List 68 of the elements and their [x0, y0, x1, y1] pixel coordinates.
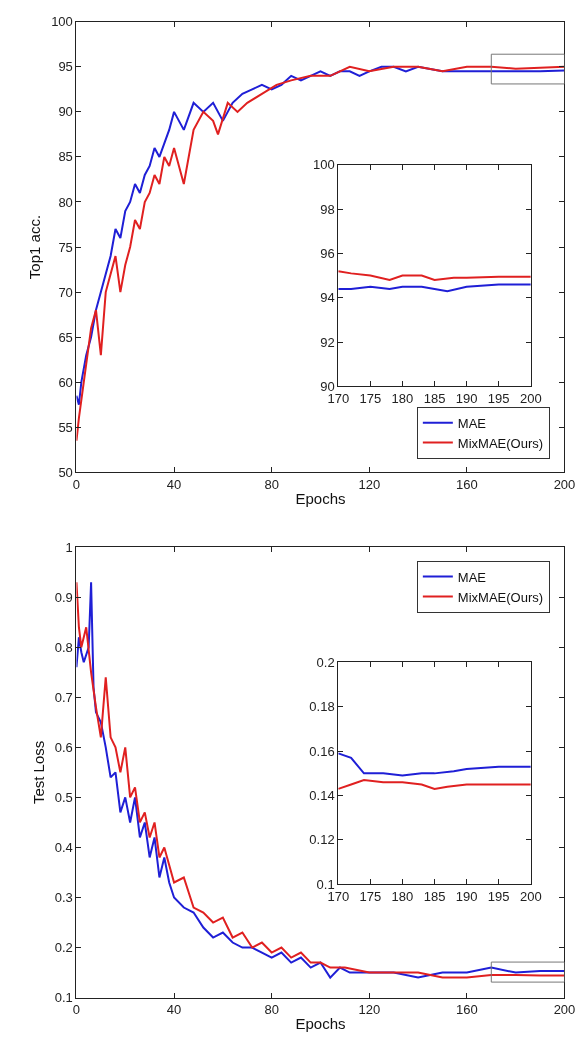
x-tick-label: 200 — [519, 888, 542, 904]
y-tick-label: 50 — [58, 464, 73, 480]
y-tick-label: 85 — [58, 149, 73, 165]
x-tick-label: 180 — [391, 888, 414, 904]
y-tick-label: 90 — [58, 104, 73, 120]
x-tick-label: 80 — [264, 476, 279, 492]
x-tick-label: 120 — [358, 476, 381, 492]
y-axis-title: Test Loss — [30, 740, 48, 805]
y-tick-label: 0.16 — [309, 743, 335, 759]
x-tick-label: 180 — [391, 391, 414, 407]
line-series — [338, 283, 531, 293]
y-tick-label: 95 — [58, 59, 73, 75]
x-tick-label: 80 — [264, 1002, 279, 1018]
x-tick-label: 190 — [455, 888, 478, 904]
y-tick-label: 0.6 — [54, 739, 73, 755]
legend-label: MixMAE(Ours) — [457, 435, 544, 451]
y-tick-label: 0.5 — [54, 789, 73, 805]
legend-label: MAE — [457, 569, 487, 585]
y-tick-label: 100 — [312, 157, 335, 173]
y-tick-label: 1 — [65, 539, 73, 555]
x-tick-label: 200 — [519, 391, 542, 407]
y-tick-label: 55 — [58, 419, 73, 435]
y-tick-label: 80 — [58, 194, 73, 210]
y-tick-label: 94 — [320, 290, 335, 306]
x-tick-label: 40 — [166, 476, 182, 492]
line-series — [338, 779, 531, 790]
legend-label: MixMAE(Ours) — [457, 589, 544, 605]
y-tick-label: 60 — [58, 374, 73, 390]
y-tick-label: 0.14 — [309, 788, 335, 804]
y-tick-label: 0.7 — [54, 689, 73, 705]
y-tick-label: 0.1 — [54, 990, 73, 1006]
x-tick-label: 120 — [358, 1002, 381, 1018]
y-tick-label: 65 — [58, 329, 73, 345]
line-series — [338, 752, 531, 777]
y-tick-label: 0.18 — [309, 699, 335, 715]
x-tick-label: 0 — [72, 476, 81, 492]
y-tick-label: 75 — [58, 239, 73, 255]
x-axis-title: Epochs — [295, 1015, 346, 1033]
y-tick-label: 100 — [51, 14, 73, 30]
x-tick-label: 175 — [359, 888, 382, 904]
y-tick-label: 0.4 — [54, 840, 73, 856]
x-tick-label: 190 — [455, 391, 478, 407]
line-series — [76, 581, 565, 979]
x-tick-label: 195 — [487, 888, 510, 904]
x-tick-label: 160 — [456, 476, 478, 492]
y-tick-label: 70 — [58, 284, 73, 300]
x-tick-label: 185 — [423, 391, 446, 407]
y-tick-label: 0.2 — [316, 655, 335, 671]
line-series — [338, 270, 531, 282]
x-axis-title: Epochs — [295, 489, 346, 507]
y-tick-label: 92 — [320, 334, 335, 350]
x-tick-label: 185 — [423, 888, 446, 904]
y-axis-title: Top1 acc. — [26, 214, 44, 280]
x-tick-label: 200 — [553, 476, 576, 492]
y-tick-label: 0.12 — [309, 832, 335, 848]
legend-label: MAE — [457, 415, 487, 431]
x-tick-label: 40 — [166, 1002, 182, 1018]
y-tick-label: 0.2 — [54, 940, 73, 956]
y-tick-label: 0.3 — [54, 890, 73, 906]
y-tick-label: 0.9 — [54, 589, 73, 605]
x-tick-label: 200 — [553, 1002, 576, 1018]
y-tick-label: 96 — [320, 245, 335, 261]
x-tick-label: 160 — [456, 1002, 478, 1018]
x-tick-label: 195 — [487, 391, 510, 407]
x-tick-label: 0 — [72, 1002, 81, 1018]
y-tick-label: 98 — [320, 201, 335, 217]
y-tick-label: 0.8 — [54, 639, 73, 655]
x-tick-label: 175 — [359, 391, 382, 407]
